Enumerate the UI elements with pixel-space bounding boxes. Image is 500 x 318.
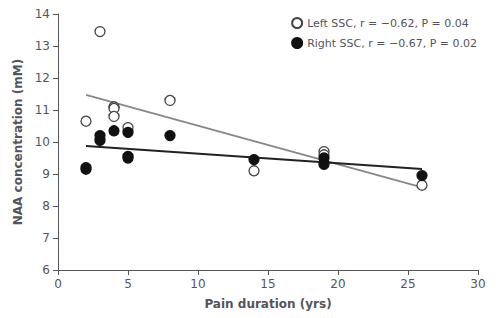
svg-text:10: 10 xyxy=(190,277,205,291)
svg-text:NAA concentration (mM): NAA concentration (mM) xyxy=(11,59,25,225)
svg-text:5: 5 xyxy=(124,277,132,291)
svg-text:Left SSC, r = −0.62, P = 0.04: Left SSC, r = −0.62, P = 0.04 xyxy=(307,17,469,30)
svg-text:Right SSC, r = −0.67, P = 0.02: Right SSC, r = −0.67, P = 0.02 xyxy=(307,37,477,50)
svg-text:12: 12 xyxy=(35,71,50,85)
svg-text:15: 15 xyxy=(260,277,275,291)
svg-text:20: 20 xyxy=(330,277,345,291)
svg-text:25: 25 xyxy=(400,277,415,291)
svg-text:0: 0 xyxy=(54,277,62,291)
svg-text:6: 6 xyxy=(42,263,50,277)
svg-text:14: 14 xyxy=(35,7,50,21)
svg-text:13: 13 xyxy=(35,39,50,53)
svg-text:11: 11 xyxy=(35,103,50,117)
svg-text:9: 9 xyxy=(42,167,50,181)
svg-text:Pain duration (yrs): Pain duration (yrs) xyxy=(204,297,331,311)
svg-text:30: 30 xyxy=(470,277,485,291)
svg-text:7: 7 xyxy=(42,231,50,245)
svg-text:10: 10 xyxy=(35,135,50,149)
svg-text:8: 8 xyxy=(42,199,50,213)
